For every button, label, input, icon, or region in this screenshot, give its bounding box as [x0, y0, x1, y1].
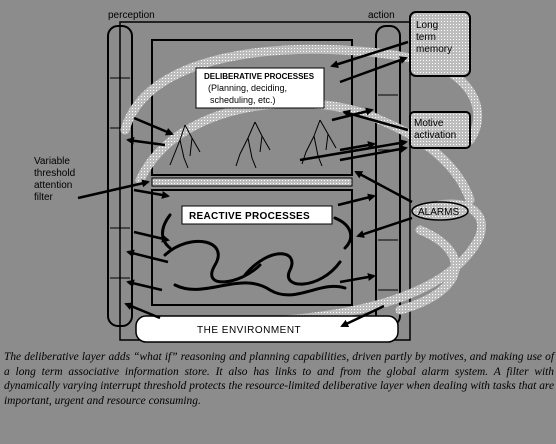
- filter-line-3: attention: [34, 180, 72, 191]
- environment-box: [135, 315, 399, 343]
- loop-mid: [135, 98, 475, 205]
- arrow-perception-to-reactive-1: [133, 188, 170, 199]
- action-column: [375, 25, 401, 327]
- reactive-squiggle-3: [173, 281, 347, 297]
- reactive-squiggle-1: [163, 240, 262, 284]
- environment-label: THE ENVIRONMENT: [197, 325, 301, 336]
- arrow-action-to-env: [340, 304, 385, 328]
- long-term-memory-line-1: Long: [416, 20, 438, 31]
- architecture-diagram: perception action Long term memory Motiv…: [34, 10, 486, 343]
- arrow-reactive-to-action-2: [339, 273, 376, 284]
- reactive-label-box: [181, 205, 333, 225]
- reactive-layer: [151, 189, 353, 306]
- arrow-alarms-to-deliberative: [354, 170, 413, 204]
- perception-label: perception: [108, 10, 155, 21]
- alarms-ellipse: [411, 201, 469, 221]
- alarms-label: ALARMS: [418, 207, 459, 218]
- arrow-reactive-to-perception: [126, 249, 169, 264]
- arrow-perception-to-reactive-2: [133, 230, 170, 243]
- reactive-squiggle-4: [161, 213, 172, 250]
- reactive-title: REACTIVE PROCESSES: [189, 211, 310, 222]
- filter-line-2: threshold: [34, 168, 75, 179]
- deliberative-label-box: [195, 67, 325, 109]
- plan-tree-3: [301, 119, 337, 167]
- perception-column: [107, 25, 133, 327]
- deliberative-title: DELIBERATIVE PROCESSES: [204, 72, 315, 81]
- arrow-deliberative-to-action-2: [339, 141, 376, 152]
- reactive-squiggle-5: [333, 216, 353, 250]
- long-term-memory-box: [409, 11, 471, 77]
- arrow-motive-to-deliberative: [342, 109, 409, 132]
- arrow-memory-to-deliberative: [330, 40, 409, 69]
- loop-alarm: [395, 225, 460, 315]
- arrow-filter-pointer: [77, 179, 150, 200]
- deliberative-sub-1: (Planning, deciding,: [208, 83, 287, 93]
- reactive-squiggle-2: [243, 252, 342, 286]
- plan-tree-1: [169, 124, 201, 169]
- arrow-reactive-to-action: [337, 193, 376, 207]
- filter-line-4: filter: [34, 192, 54, 203]
- arrow-deliberative-to-motive: [339, 145, 408, 162]
- arrow-deliberative-to-memory: [339, 56, 408, 84]
- long-term-memory-line-3: memory: [416, 44, 452, 55]
- arrow-alarms-to-reactive: [356, 216, 413, 238]
- filter-line-1: Variable: [34, 156, 70, 167]
- motive-activation-line-1: Motive: [414, 118, 444, 129]
- attention-filter: [151, 177, 353, 187]
- arrow-reactive-to-perception-2: [126, 279, 163, 292]
- long-term-memory-line-2: term: [416, 32, 436, 43]
- motive-activation-box: [409, 111, 471, 149]
- plan-tree-2: [235, 121, 271, 169]
- arrow-reactive-to-motive: [299, 139, 408, 162]
- arrow-env-to-perception: [124, 302, 161, 320]
- arrow-deliberative-to-perception: [126, 136, 166, 147]
- motive-activation-line-2: activation: [414, 130, 456, 141]
- deliberative-sub-2: scheduling, etc.): [210, 95, 276, 105]
- action-label: action: [368, 10, 395, 21]
- arrow-perception-to-deliberative: [133, 116, 174, 136]
- figure-caption: The deliberative layer adds “what if” re…: [4, 351, 554, 407]
